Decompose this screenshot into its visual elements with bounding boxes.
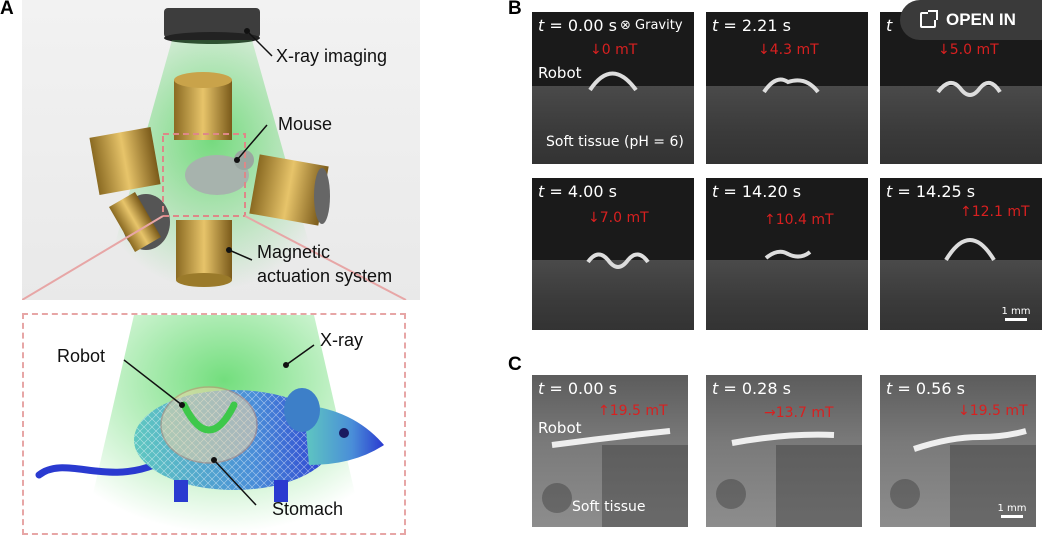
- time-b4: = 4.00 s: [549, 182, 617, 201]
- robot-label-c: Robot: [538, 419, 582, 437]
- frame-b2: t = 2.21 s ↓4.3 mT: [706, 12, 868, 164]
- field-b1: ↓0 mT: [590, 42, 638, 58]
- field-c2: →13.7 mT: [764, 405, 834, 421]
- field-b6: ↑12.1 mT: [960, 204, 1030, 220]
- callout-xray-imaging: X-ray imaging: [276, 46, 388, 66]
- callout-stomach: Stomach: [272, 499, 344, 519]
- field-c3: ↓19.5 mT: [958, 403, 1028, 419]
- callout-robot: Robot: [57, 346, 106, 366]
- callout-actuation-system: actuation system: [257, 266, 393, 286]
- robot-shape-b1: [588, 71, 638, 92]
- coil-top: [174, 72, 232, 140]
- coil-front-left: [109, 191, 170, 253]
- callout-mouse: Mouse: [278, 114, 333, 134]
- robot-shape-c2: [731, 431, 835, 446]
- mouse-ear: [284, 388, 320, 432]
- panel-label-c: C: [508, 354, 522, 375]
- field-b4: ↓7.0 mT: [588, 210, 649, 226]
- coil-right: [249, 154, 330, 226]
- time-b5: = 14.20 s: [723, 182, 802, 201]
- field-c1: ↑19.5 mT: [598, 403, 668, 419]
- zoom-region: [162, 133, 246, 217]
- panel-label-a: A: [0, 0, 14, 19]
- setup-diagram: [21, 8, 407, 301]
- zoomed-mouse-view: [22, 313, 406, 535]
- frame-b5: t = 14.20 s ↑10.4 mT: [706, 178, 868, 330]
- coil-bottom: [176, 220, 232, 287]
- robot-shape-c1: [551, 428, 671, 448]
- callout-magnetic: Magnetic: [257, 242, 331, 262]
- actuation-system-illustration: [21, 0, 420, 301]
- time-b6: = 14.25 s: [897, 182, 976, 201]
- gravity-label: ⊗ Gravity: [620, 18, 683, 33]
- field-b3: ↓5.0 mT: [938, 42, 999, 58]
- external-link-icon: [920, 10, 938, 28]
- time-b2: = 2.21 s: [723, 16, 791, 35]
- time-c1: = 0.00 s: [549, 379, 617, 398]
- time-c2: = 0.28 s: [723, 379, 791, 398]
- frame-c1: t = 0.00 s ↑19.5 mT Robot Soft tissue: [532, 375, 688, 527]
- frame-b4: t = 4.00 s ↓7.0 mT: [532, 178, 694, 330]
- mouse-tail: [35, 461, 158, 479]
- panel-label-b: B: [508, 0, 522, 19]
- robot-label-b: Robot: [538, 64, 582, 82]
- field-b2: ↓4.3 mT: [758, 42, 819, 58]
- coil-left: [89, 127, 161, 195]
- open-in-button[interactable]: OPEN IN: [900, 0, 1042, 40]
- robot-shape-b2: [762, 77, 820, 94]
- xray-camera: [164, 8, 260, 38]
- robot-inside: [180, 401, 238, 434]
- scalebar-c: 1 mm: [992, 503, 1032, 518]
- callout-xray: X-ray: [320, 330, 364, 350]
- frame-b1: t = 0.00 s ⊗ Gravity ↓0 mT Robot Soft ti…: [532, 12, 694, 164]
- robot-shape-b6: [944, 238, 996, 262]
- mouse-shape: [185, 155, 249, 195]
- field-b5: ↑10.4 mT: [764, 212, 834, 228]
- robot-shape-b5: [764, 249, 812, 260]
- frame-b6: t = 14.25 s ↑12.1 mT 1 mm: [880, 178, 1042, 330]
- open-in-label: OPEN IN: [946, 10, 1016, 29]
- time-b1: = 0.00 s: [549, 16, 617, 35]
- frame-c3: t = 0.56 s ↓19.5 mT 1 mm: [880, 375, 1036, 527]
- mouse-zoom-diagram: [35, 315, 384, 533]
- robot-shape-b4: [586, 252, 650, 269]
- frame-c2: t = 0.28 s →13.7 mT: [706, 375, 862, 527]
- robot-shape-c3: [913, 428, 1027, 452]
- tissue-label-c: Soft tissue: [572, 499, 646, 515]
- tissue-label-b: Soft tissue (pH = 6): [546, 134, 684, 150]
- time-c3: = 0.56 s: [897, 379, 965, 398]
- robot-shape-b3: [936, 80, 1002, 97]
- stomach: [160, 386, 258, 464]
- scalebar-b: 1 mm: [996, 306, 1036, 321]
